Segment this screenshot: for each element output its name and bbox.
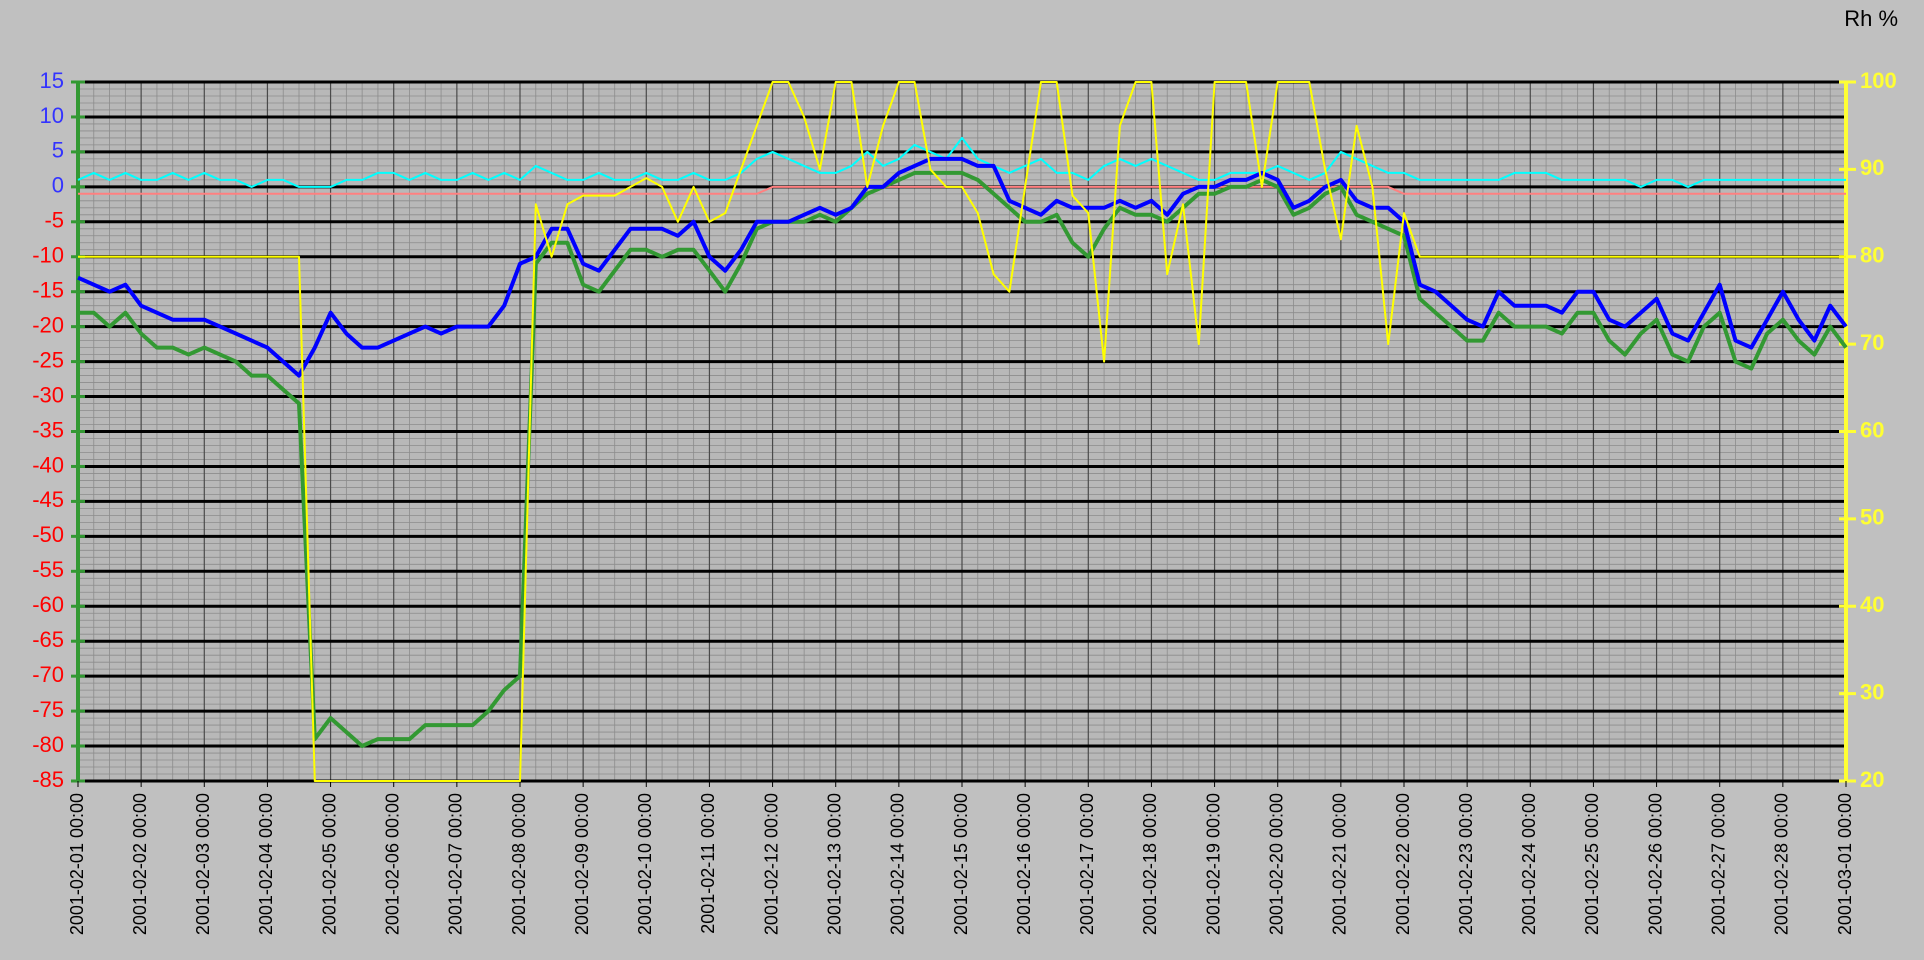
x-tick-label: 2001-02-07 00:00 bbox=[446, 793, 466, 935]
x-tick-label: 2001-02-12 00:00 bbox=[761, 793, 781, 935]
y2-tick-label: 60 bbox=[1860, 417, 1884, 442]
x-tick-label: 2001-02-24 00:00 bbox=[1519, 793, 1539, 935]
x-tick-label: 2001-02-19 00:00 bbox=[1203, 793, 1223, 935]
y-tick-label: -20 bbox=[32, 312, 64, 337]
y-tick-label: -25 bbox=[32, 347, 64, 372]
x-tick-label: 2001-02-09 00:00 bbox=[572, 793, 592, 935]
series-line bbox=[77, 156, 1848, 378]
series-line bbox=[77, 136, 1846, 188]
x-tick-label: 2001-02-08 00:00 bbox=[509, 793, 529, 935]
y-tick-label: -30 bbox=[32, 382, 64, 407]
x-tick-label: 2001-02-21 00:00 bbox=[1330, 793, 1350, 935]
y-tick-label: -70 bbox=[32, 662, 64, 687]
x-tick-label: 2001-02-28 00:00 bbox=[1772, 793, 1792, 935]
x-tick-label: 2001-02-15 00:00 bbox=[951, 793, 971, 935]
x-tick-label: 2001-02-11 00:00 bbox=[698, 793, 718, 934]
y-tick-label: -40 bbox=[32, 452, 64, 477]
y-tick-label: 10 bbox=[40, 103, 64, 128]
y2-axis-label: Rh % bbox=[1844, 6, 1898, 31]
series-line bbox=[78, 81, 1846, 782]
x-tick-label: 2001-02-25 00:00 bbox=[1582, 793, 1602, 935]
x-tick-label: 2001-02-16 00:00 bbox=[1014, 793, 1034, 935]
y-tick-label: -10 bbox=[32, 243, 64, 268]
y-tick-label: -35 bbox=[32, 417, 64, 442]
y2-tick-label: 20 bbox=[1860, 767, 1884, 792]
x-tick-label: 2001-02-20 00:00 bbox=[1266, 793, 1286, 935]
y-tick-label: -85 bbox=[32, 767, 64, 792]
y-tick-label: -75 bbox=[32, 697, 64, 722]
x-tick-label: 2001-03-01 00:00 bbox=[1835, 793, 1855, 935]
x-tick-label: 2001-02-18 00:00 bbox=[1140, 793, 1160, 935]
x-tick-label: 2001-02-10 00:00 bbox=[635, 793, 655, 935]
x-tick-label: 2001-02-13 00:00 bbox=[824, 793, 844, 935]
y-tick-label: 5 bbox=[52, 138, 64, 163]
x-tick-label: 2001-02-27 00:00 bbox=[1708, 793, 1728, 935]
x-tick-label: 2001-02-06 00:00 bbox=[382, 793, 402, 935]
y2-tick-label: 40 bbox=[1860, 592, 1884, 617]
y-tick-label: 15 bbox=[40, 68, 64, 93]
series-line bbox=[78, 170, 1848, 748]
y-tick-label: -65 bbox=[32, 627, 64, 652]
x-tick-label: 2001-02-23 00:00 bbox=[1456, 793, 1476, 935]
x-tick-label: 2001-02-03 00:00 bbox=[193, 793, 213, 935]
x-tick-label: 2001-02-22 00:00 bbox=[1393, 793, 1413, 935]
x-tick-label: 2001-02-01 00:00 bbox=[67, 793, 87, 935]
y2-tick-label: 70 bbox=[1860, 330, 1884, 355]
y2-tick-label: 30 bbox=[1860, 679, 1884, 704]
y-tick-label: -5 bbox=[44, 208, 64, 233]
y-tick-label: -15 bbox=[32, 278, 64, 303]
y2-tick-label: 100 bbox=[1860, 68, 1897, 93]
y-tick-label: -50 bbox=[32, 522, 64, 547]
x-tick-label: 2001-02-14 00:00 bbox=[888, 793, 908, 935]
x-tick-label: 2001-02-26 00:00 bbox=[1645, 793, 1665, 935]
y-tick-label: -55 bbox=[32, 557, 64, 582]
y2-tick-label: 80 bbox=[1860, 243, 1884, 268]
y2-tick-label: 50 bbox=[1860, 505, 1884, 530]
y-tick-label: 0 bbox=[52, 173, 64, 198]
x-tick-label: 2001-02-02 00:00 bbox=[130, 793, 150, 935]
y-tick-label: -60 bbox=[32, 592, 64, 617]
x-tick-label: 2001-02-05 00:00 bbox=[319, 793, 339, 935]
y-tick-label: -45 bbox=[32, 487, 64, 512]
x-tick-label: 2001-02-17 00:00 bbox=[1077, 793, 1097, 935]
x-tick-label: 2001-02-04 00:00 bbox=[256, 793, 276, 935]
y-tick-label: -80 bbox=[32, 732, 64, 757]
y2-tick-label: 90 bbox=[1860, 155, 1884, 180]
